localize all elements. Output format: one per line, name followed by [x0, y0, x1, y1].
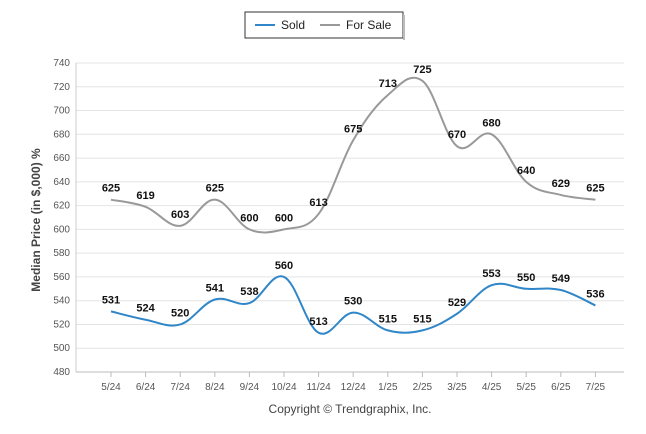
legend-label-sold: Sold: [281, 18, 305, 32]
y-axis: 480 500 520 540 560 580 600 620 640 660 680 700 720 7…: [53, 58, 77, 378]
y-tick-label: 500: [53, 343, 70, 354]
x-tick-label: 7/25: [586, 382, 606, 393]
data-label-sold: 531: [102, 294, 120, 306]
data-label-sold: 553: [482, 268, 500, 280]
x-tick-label: 9/24: [240, 382, 260, 393]
data-label-for-sale: 640: [517, 165, 535, 177]
y-tick-label: 740: [53, 58, 70, 69]
y-tick-label: 620: [53, 201, 70, 212]
data-label-for-sale: 680: [482, 117, 500, 129]
y-tick-label: 660: [53, 153, 70, 164]
y-tick-label: 540: [53, 296, 70, 307]
data-label-sold: 520: [171, 307, 189, 319]
y-tick-label: 480: [53, 367, 70, 378]
data-label-for-sale: 625: [102, 183, 120, 195]
data-label-for-sale: 725: [413, 64, 431, 76]
data-label-sold: 515: [413, 313, 431, 325]
y-tick-label: 700: [53, 106, 70, 117]
data-label-sold: 515: [379, 313, 397, 325]
y-tick-label: 580: [53, 248, 70, 259]
legend-label-for-sale: For Sale: [346, 18, 392, 32]
copyright-text: Copyright © Trendgraphix, Inc.: [269, 402, 432, 416]
data-label-for-sale: 629: [552, 178, 570, 190]
data-label-sold: 524: [136, 303, 155, 315]
y-tick-label: 600: [53, 224, 70, 235]
x-tick-label: 5/25: [516, 382, 536, 393]
x-tick-label: 4/25: [482, 382, 502, 393]
y-tick-label: 680: [53, 129, 70, 140]
data-label-sold: 529: [448, 297, 466, 309]
legend-box-shadow: [403, 15, 405, 40]
y-tick-label: 520: [53, 319, 70, 330]
data-label-for-sale: 625: [586, 183, 604, 195]
data-label-sold: 550: [517, 272, 535, 284]
y-axis-title: Median Price (in $,000) %: [29, 148, 43, 292]
data-label-for-sale: 600: [275, 212, 293, 224]
data-label-sold: 536: [586, 288, 604, 300]
x-tick-label: 3/25: [447, 382, 467, 393]
x-tick-label: 2/25: [413, 382, 433, 393]
grid: [76, 62, 624, 373]
x-tick-label: 10/24: [271, 382, 296, 393]
x-tick-label: 8/24: [205, 382, 225, 393]
data-label-for-sale: 613: [309, 197, 327, 209]
x-tick-label: 12/24: [341, 382, 366, 393]
x-tick-label: 6/24: [136, 382, 156, 393]
data-label-for-sale: 619: [136, 190, 154, 202]
x-tick-label: 11/24: [306, 382, 331, 393]
data-label-for-sale: 600: [240, 212, 258, 224]
y-tick-label: 640: [53, 177, 70, 188]
x-tick-label: 6/25: [551, 382, 571, 393]
legend: Sold For Sale: [244, 11, 405, 40]
data-label-sold: 541: [206, 283, 224, 295]
data-label-for-sale: 625: [206, 183, 224, 195]
y-tick-label: 560: [53, 272, 70, 283]
data-labels: 531 524 520 541 538 560 513 530 515 515 529 553 550 5…: [102, 64, 605, 328]
data-label-sold: 513: [309, 316, 327, 328]
series-lines: [110, 76, 596, 335]
data-label-sold: 560: [275, 260, 293, 272]
data-label-sold: 538: [240, 286, 258, 298]
data-label-sold: 549: [552, 273, 570, 285]
x-tick-label: 5/24: [101, 382, 121, 393]
data-label-for-sale: 675: [344, 123, 362, 135]
data-label-for-sale: 713: [379, 78, 397, 90]
data-label-for-sale: 603: [171, 209, 189, 221]
x-tick-label: 7/24: [170, 382, 190, 393]
series-line-sold: [110, 275, 596, 335]
x-tick-label: 1/25: [378, 382, 398, 393]
x-axis: 5/24 6/24 7/24 8/24 9/24 10/24 11/24 12/24 1/25 2…: [76, 371, 624, 393]
series-line-for-sale: [110, 76, 596, 234]
data-label-sold: 530: [344, 296, 362, 308]
data-label-for-sale: 670: [448, 129, 466, 141]
y-tick-label: 720: [53, 82, 70, 93]
